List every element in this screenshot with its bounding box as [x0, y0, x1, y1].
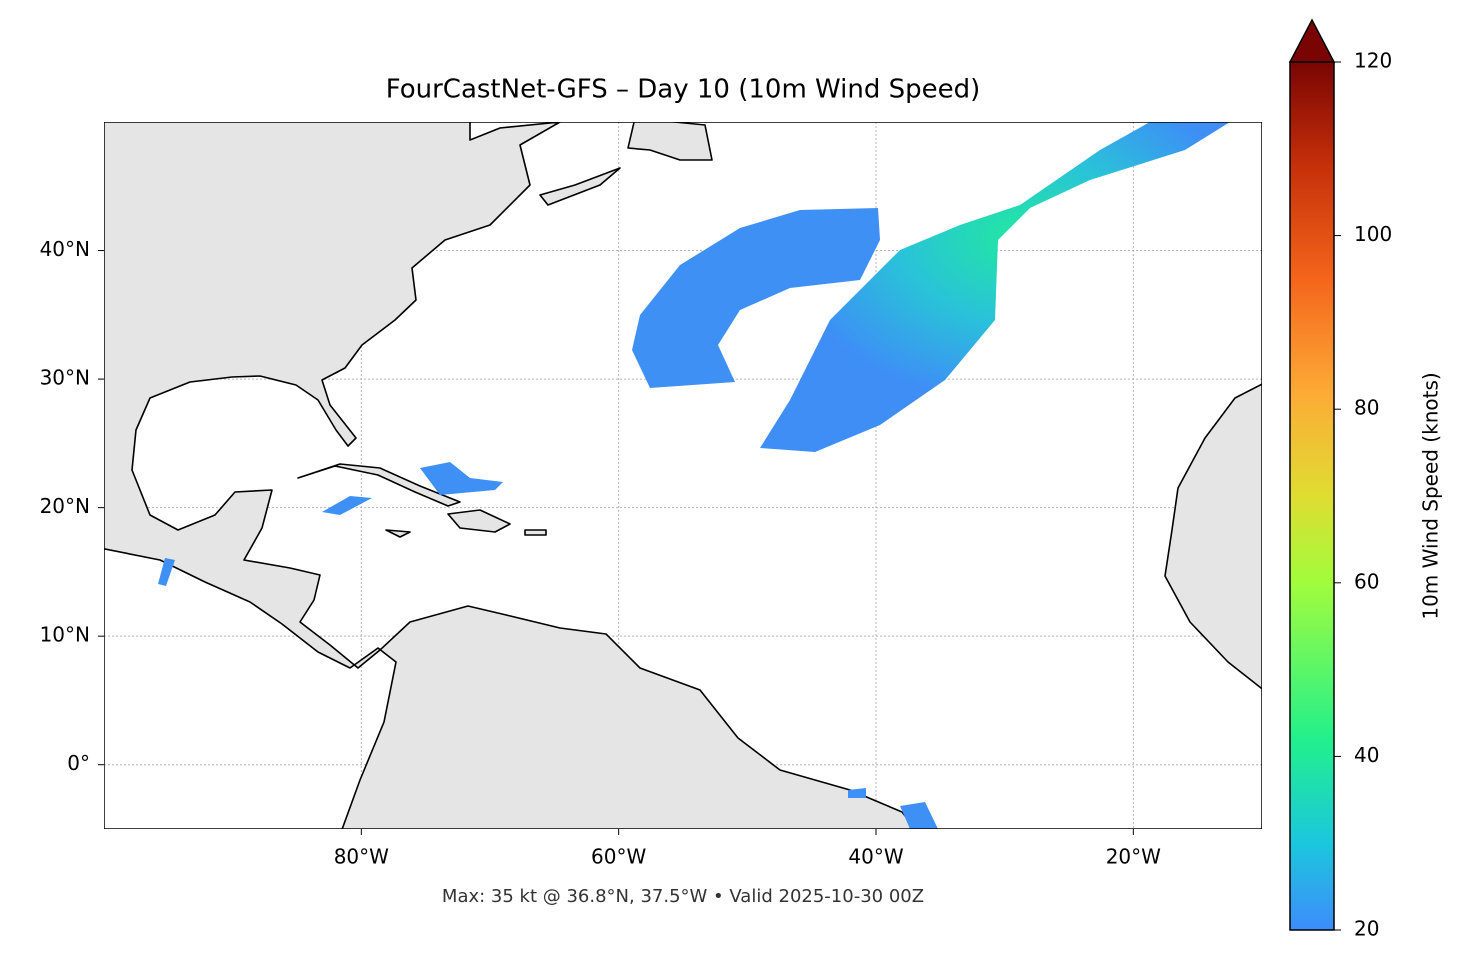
x-tick-label: 60°W	[591, 845, 646, 869]
map-footer: Max: 35 kt @ 36.8°N, 37.5°W • Valid 2025…	[442, 886, 924, 907]
africa	[1164, 383, 1262, 690]
wind-jet	[760, 122, 1230, 452]
y-tick-label: 20°N	[40, 494, 90, 518]
americas	[104, 122, 917, 829]
colorbar-tick-label: 80	[1354, 396, 1379, 420]
y-tick-label: 30°N	[40, 366, 90, 390]
colorbar-label: 10m Wind Speed (knots)	[1419, 372, 1443, 619]
map-area	[104, 122, 1262, 829]
x-tick-label: 80°W	[334, 845, 389, 869]
puerto-rico	[524, 529, 547, 536]
colorbar-bar	[1289, 61, 1335, 931]
colorbar-tick-label: 60	[1354, 569, 1379, 593]
colorbar: 10m Wind Speed (knots) 20 40 60 80 100 120	[1288, 18, 1443, 941]
y-tick-label: 40°N	[40, 237, 90, 261]
axis-labels: 80°W 60°W 40°W 20°W 0° 10°N 20°N 30°N 40°N	[40, 237, 1162, 868]
colorbar-tick-label: 40	[1354, 743, 1379, 767]
newfoundland	[627, 122, 713, 161]
cuba	[297, 463, 461, 507]
wind-caribbean	[158, 496, 938, 829]
map-title: FourCastNet-GFS – Day 10 (10m Wind Speed…	[386, 75, 981, 105]
colorbar-extend	[1288, 18, 1336, 63]
y-tick-label: 0°	[67, 751, 90, 775]
nova-scotia	[539, 167, 621, 206]
x-tick-label: 40°W	[848, 845, 903, 869]
wind-bahamas	[420, 462, 503, 495]
colorbar-tick-label: 120	[1354, 49, 1392, 73]
jamaica	[385, 529, 411, 538]
colorbar-tick-label: 20	[1354, 917, 1379, 941]
y-tick-label: 10°N	[40, 623, 90, 647]
hispaniola	[447, 509, 511, 533]
wind-arc	[632, 208, 880, 388]
colorbar-tick-label: 100	[1354, 222, 1392, 246]
x-tick-label: 20°W	[1106, 845, 1161, 869]
